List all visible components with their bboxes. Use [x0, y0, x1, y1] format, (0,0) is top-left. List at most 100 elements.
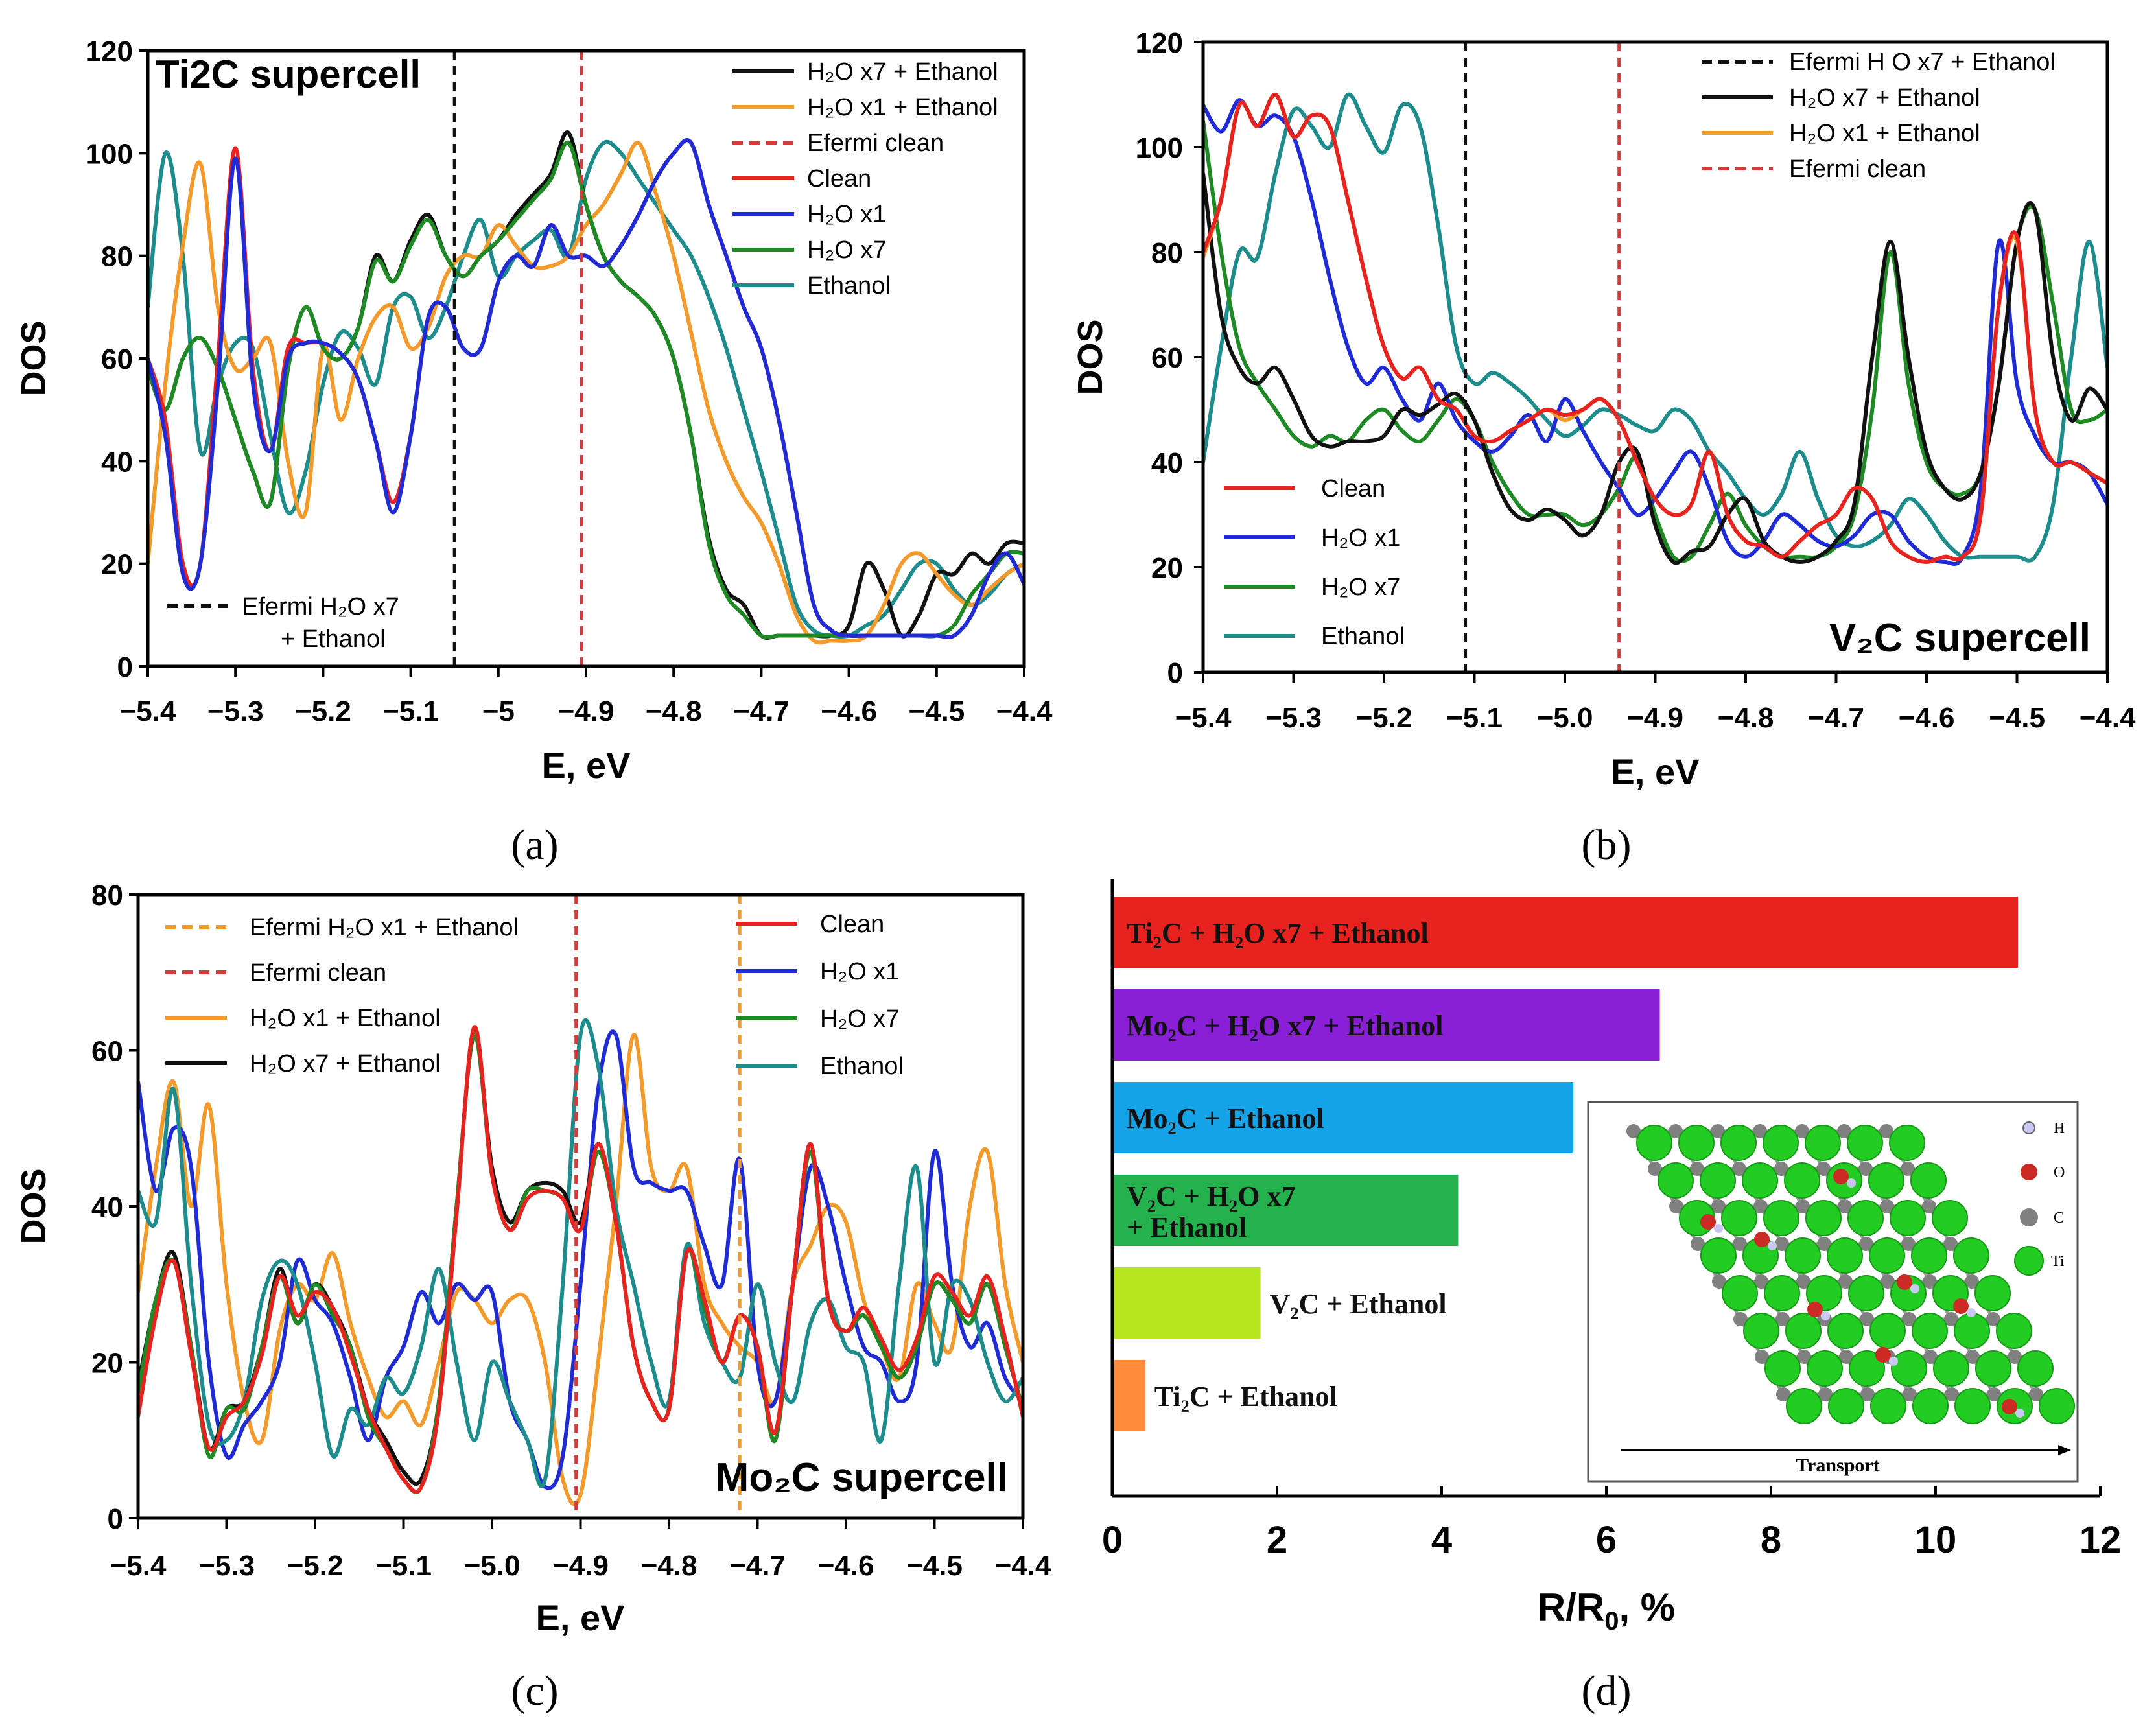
chart-a-ytick-label-6: 120 — [86, 36, 133, 67]
chart-d-xtick-label-6: 12 — [2080, 1519, 2122, 1561]
lattice-ti-atom — [1764, 1350, 1801, 1387]
chart-b-ytick-label-5: 100 — [1136, 132, 1183, 164]
lattice-oxygen-atom — [1700, 1214, 1716, 1230]
chart-a-xtick-label-9: −4.5 — [908, 696, 965, 727]
chart-b-series-group — [1203, 92, 2107, 566]
lattice-carbon-atom — [1860, 1387, 1875, 1401]
chart-b-ytick-label-4: 80 — [1151, 237, 1183, 269]
lattice-ti-atom — [2039, 1388, 2075, 1424]
chart-a-xtick-label-4: −5 — [482, 696, 515, 727]
lattice-oxygen-atom — [1953, 1298, 1969, 1314]
chart-c-xtick-label-7: −4.7 — [729, 1550, 786, 1582]
lattice-oxygen-atom — [1807, 1302, 1823, 1317]
chart-a-legend-label-5: H₂O x7 — [807, 237, 886, 264]
lattice-ti-atom — [1722, 1275, 1758, 1311]
chart-b-legend-label-3: Efermi clean — [1789, 156, 1926, 183]
lattice-carbon-atom — [1881, 1274, 1895, 1289]
chart-d-x-ticks: 0 2 4 6 8 10 12 — [1102, 1486, 2121, 1561]
chart-b-legend-label-4: Clean — [1321, 475, 1385, 502]
chart-d-bar-label-4: V₂C + Ethanol — [1270, 1288, 1447, 1320]
chart-a-xtick-label-6: −4.8 — [646, 696, 702, 727]
lattice-carbon-atom — [1923, 1274, 1937, 1289]
panel-label-d: (d) — [1582, 1667, 1632, 1715]
chart-b-title: V₂C supercell — [1829, 616, 2091, 661]
chart-b-xtick-label-8: −4.6 — [1899, 702, 1955, 734]
inset-lattice-image — [1626, 1124, 2075, 1424]
lattice-ti-atom — [1805, 1200, 1842, 1236]
lattice-carbon-atom — [1922, 1199, 1936, 1213]
chart-b-series-2 — [1203, 98, 2107, 566]
chart-c-legend-label-1: Efermi clean — [250, 959, 386, 987]
chart-c-fermi-lines — [574, 895, 742, 1518]
lattice-hydrogen-atom — [2015, 1409, 2024, 1418]
lattice-oxygen-atom — [1754, 1232, 1770, 1247]
lattice-ti-atom — [1658, 1162, 1694, 1199]
chart-a-legend-label-6: Ethanol — [807, 272, 891, 299]
chart-c-xtick-label-4: −5.0 — [464, 1550, 521, 1582]
chart-a-xlabel: E, eV — [542, 745, 631, 786]
chart-a-xtick-label-8: −4.6 — [821, 696, 877, 727]
chart-b-xtick-label-1: −5.3 — [1265, 702, 1322, 734]
chart-c-legend: Efermi H₂O x1 + Ethanol Efermi clean H₂O x… — [165, 911, 904, 1080]
lattice-ti-atom — [2017, 1350, 2054, 1387]
lattice-ti-atom — [1743, 1313, 1779, 1349]
lattice-carbon-atom — [1755, 1350, 1769, 1364]
lattice-ti-atom — [1785, 1313, 1822, 1349]
chart-a-legend-label-1: H₂O x1 + Ethanol — [807, 94, 998, 121]
lattice-carbon-atom — [1945, 1387, 1959, 1401]
chart-c-xtick-label-3: −5.1 — [375, 1550, 432, 1582]
lattice-ti-atom — [1721, 1200, 1757, 1236]
chart-b-xtick-label-0: −5.4 — [1175, 702, 1232, 734]
chart-c-legend-label-6: H₂O x7 — [820, 1005, 899, 1033]
chart-d-bars: Ti₂C + H₂O x7 + Ethanol Mo₂C + H₂O x7 + E… — [1112, 897, 2018, 1431]
lattice-carbon-atom — [1797, 1350, 1811, 1364]
lattice-carbon-atom — [1943, 1237, 1958, 1251]
chart-b-xtick-label-10: −4.4 — [2080, 702, 2136, 734]
lattice-ti-atom — [1827, 1237, 1863, 1274]
lattice-carbon-atom — [1901, 1237, 1916, 1251]
lattice-ti-atom — [1700, 1162, 1736, 1199]
lattice-ti-atom — [1849, 1350, 1885, 1387]
lattice-ti-atom — [1805, 1125, 1841, 1161]
inset-legend-c: C — [2054, 1210, 2064, 1226]
chart-a-ytick-label-0: 0 — [117, 651, 133, 683]
chart-d-bar-0 — [1112, 897, 2018, 968]
lattice-ti-atom — [1807, 1350, 1843, 1387]
chart-b-legend: Efermi H O x7 + Ethanol H₂O x7 + Ethanol H… — [1224, 49, 2056, 650]
lattice-hydrogen-atom — [1847, 1178, 1856, 1188]
lattice-ti-atom — [1869, 1237, 1905, 1274]
chart-a-legend-label-7: Efermi H₂O x7 — [242, 593, 399, 620]
lattice-carbon-atom — [1839, 1350, 1853, 1364]
inset-transport-arrow-head-icon — [2058, 1445, 2071, 1455]
lattice-carbon-atom — [1776, 1387, 1790, 1401]
chart-d-xtick-label-1: 2 — [1267, 1519, 1287, 1561]
lattice-carbon-atom — [1817, 1237, 1831, 1251]
lattice-oxygen-atom — [1833, 1169, 1849, 1184]
chart-b-fermi-lines — [1464, 42, 1621, 672]
chart-b-ylabel: DOS — [1071, 319, 1110, 395]
chart-a-legend-label2-7: + Ethanol — [281, 626, 386, 653]
lattice-carbon-atom — [1711, 1124, 1725, 1138]
lattice-ti-atom — [1911, 1237, 1947, 1274]
chart-a-ytick-label-3: 60 — [101, 344, 133, 375]
chart-d-bar-label-0: Ti₂C + H₂O x7 + Ethanol — [1127, 917, 1429, 949]
chart-a-title: Ti2C supercell — [156, 53, 421, 96]
lattice-oxygen-atom — [1897, 1274, 1912, 1290]
chart-b-ytick-label-0: 0 — [1167, 657, 1183, 689]
lattice-hydrogen-atom — [1889, 1357, 1898, 1366]
chart-d-xlabel: R/R0, % — [1538, 1586, 1675, 1635]
chart-d-bar-label-2: Mo₂C + Ethanol — [1127, 1103, 1324, 1134]
lattice-ti-atom — [1763, 1125, 1799, 1161]
chart-a-y-ticks: 0 20 40 60 80 100 120 — [86, 36, 148, 683]
lattice-ti-atom — [1975, 1350, 2011, 1387]
chart-c-xtick-label-10: −4.4 — [995, 1550, 1051, 1582]
chart-a-x-ticks: −5.4 −5.3 −5.2 −5.1 −5 −4.9 −4.8 −4.7 −4.6 −4.5 −4… — [120, 666, 1053, 727]
chart-c-title: Mo₂C supercell — [716, 1455, 1008, 1500]
chart-a-legend-label-2: Efermi clean — [807, 130, 944, 157]
chart-d-bar-2 — [1112, 1082, 1574, 1153]
chart-b-xtick-label-6: −4.8 — [1718, 702, 1774, 734]
chart-b-x-ticks: −5.4 −5.3 −5.2 −5.1 −5.0 −4.9 −4.8 −4.7 −4.6 −4.5… — [1175, 672, 2136, 734]
lattice-carbon-atom — [1754, 1274, 1768, 1289]
lattice-carbon-atom — [1880, 1199, 1894, 1213]
chart-a-xtick-label-7: −4.7 — [733, 696, 790, 727]
